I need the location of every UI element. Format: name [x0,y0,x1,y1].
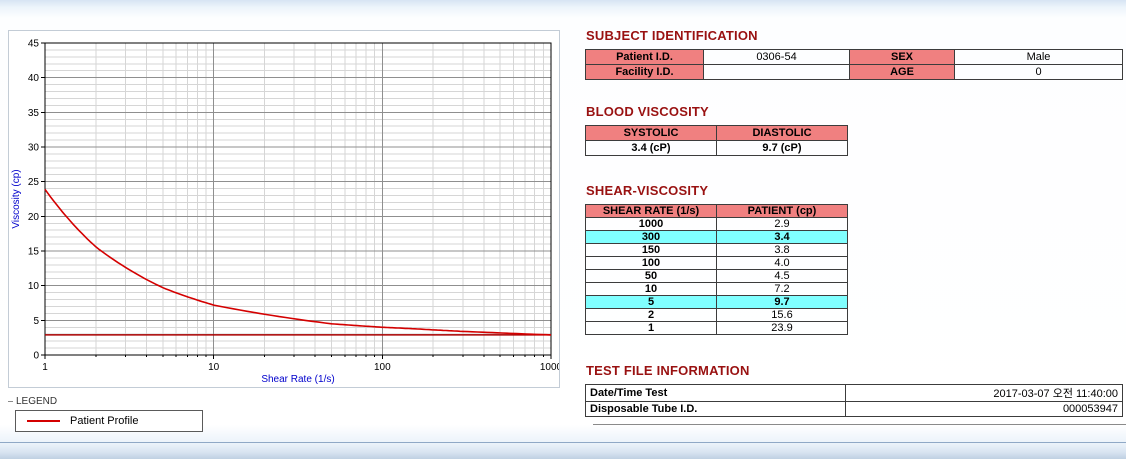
y-tick-label: 20 [28,212,40,223]
shear-rate-cell: 100 [585,256,717,270]
x-tick-label: 100 [374,362,391,373]
test-file-information-table: Date/Time Test 2017-03-07 오전 11:40:00 Di… [585,384,1123,417]
age-value: 0 [954,64,1123,80]
patient-profile-curve [44,188,552,336]
legend-box: Patient Profile [15,410,203,432]
diastolic-header: DIASTOLIC [716,125,848,141]
shear-rate-cell: 300 [585,230,717,244]
patient-cp-cell: 9.7 [716,295,848,309]
table-header-row: SHEAR RATE (1/s) PATIENT (cp) [585,204,848,218]
shear-rate-cell: 10 [585,282,717,296]
shear-table-row: 300 3.4 [585,230,848,244]
y-tick-label: 25 [28,177,40,188]
bottom-divider [0,442,1126,443]
shear-table-row: 2 15.6 [585,308,848,322]
shear-rate-cell: 1 [585,321,717,335]
legend-caption: LEGEND [8,396,1126,425]
y-tick-label: 35 [28,108,40,119]
x-axis-label: Shear Rate (1/s) [261,374,334,385]
systolic-header: SYSTOLIC [585,125,717,141]
sex-label: SEX [849,49,955,65]
y-axis-label: Viscosity (cp) [11,169,22,228]
shear-table-row: 5 9.7 [585,295,848,309]
legend-entry-label: Patient Profile [70,415,139,427]
y-tick-label: 45 [28,39,40,50]
shear-rate-header: SHEAR RATE (1/s) [585,204,717,218]
patient-cp-cell: 4.5 [716,269,848,283]
table-row: SYSTOLIC DIASTOLIC [585,125,848,141]
shear-rate-cell: 2 [585,308,717,322]
shear-viscosity-table: SHEAR RATE (1/s) PATIENT (cp) 1000 2.9 300… [585,204,848,335]
patient-cp-cell: 15.6 [716,308,848,322]
patient-cp-cell: 3.4 [716,230,848,244]
shear-rate-cell: 150 [585,243,717,257]
y-tick-label: 30 [28,143,40,154]
viscosity-chart-svg: 0 5 10 15 20 25 30 35 40 45 1 10 100 1000 Shear Rate (… [8,30,560,388]
section-title-shear-viscosity: SHEAR-VISCOSITY [586,183,709,198]
section-title-test-file-information: TEST FILE INFORMATION [586,363,750,378]
x-tick-label: 1 [42,362,48,373]
facility-id-label: Facility I.D. [585,64,704,80]
section-title-subject-identification: SUBJECT IDENTIFICATION [586,28,758,43]
plot-border [44,42,552,356]
shear-table-row: 100 4.0 [585,256,848,270]
x-tick-label: 10 [208,362,220,373]
shear-table-row: 1 23.9 [585,321,848,335]
patient-id-label: Patient I.D. [585,49,704,65]
y-tick-label: 5 [33,316,39,327]
shear-table-row: 1000 2.9 [585,217,848,231]
patient-cp-header: PATIENT (cp) [716,204,848,218]
legend-frame-line [8,401,13,402]
systolic-value: 3.4 (cP) [585,140,717,156]
shear-table-row: 50 4.5 [585,269,848,283]
patient-cp-cell: 23.9 [716,321,848,335]
legend-line-sample [27,420,60,422]
patient-id-value: 0306-54 [703,49,850,65]
table-row: Facility I.D. AGE 0 [585,64,1123,80]
shear-rate-cell: 5 [585,295,717,309]
shear-table-row: 10 7.2 [585,282,848,296]
patient-cp-cell: 7.2 [716,282,848,296]
date-time-test-value: 2017-03-07 오전 11:40:00 [845,384,1123,402]
patient-cp-cell: 2.9 [716,217,848,231]
y-tick-label: 0 [33,351,39,362]
age-label: AGE [849,64,955,80]
y-tick-label: 15 [28,247,40,258]
table-row: Disposable Tube I.D. 000053947 [585,401,1123,417]
x-tick-label: 1000 [540,362,560,373]
legend-frame-line [593,424,1126,425]
section-title-blood-viscosity: BLOOD VISCOSITY [586,104,709,119]
viscosity-chart-panel: 0 5 10 15 20 25 30 35 40 45 1 10 100 1000 Shear Rate (… [8,30,560,388]
table-row: 3.4 (cP) 9.7 (cP) [585,140,848,156]
table-row: Patient I.D. 0306-54 SEX Male [585,49,1123,65]
chart-legend: LEGEND Patient Profile [8,396,1126,432]
shear-rate-cell: 50 [585,269,717,283]
shear-table-body: 1000 2.9 300 3.4 150 3.8 100 4.0 50 4.5 10 7.2 5 9.7 2… [585,217,848,335]
disposable-tube-id-value: 000053947 [845,401,1123,417]
shear-table-row: 150 3.8 [585,243,848,257]
patient-cp-cell: 3.8 [716,243,848,257]
y-tick-label: 10 [28,281,40,292]
subject-identification-table: Patient I.D. 0306-54 SEX Male Facility I… [585,49,1123,80]
legend-title: LEGEND [16,396,58,407]
table-row: Date/Time Test 2017-03-07 오전 11:40:00 [585,384,1123,402]
blood-viscosity-table: SYSTOLIC DIASTOLIC 3.4 (cP) 9.7 (cP) [585,125,848,156]
report-panel: SUBJECT IDENTIFICATION Patient I.D. 0306… [585,28,1123,417]
y-tick-label: 40 [28,73,40,84]
patient-cp-cell: 4.0 [716,256,848,270]
disposable-tube-id-label: Disposable Tube I.D. [585,401,846,417]
facility-id-value [703,64,850,80]
sex-value: Male [954,49,1123,65]
shear-rate-cell: 1000 [585,217,717,231]
diastolic-value: 9.7 (cP) [716,140,848,156]
date-time-test-label: Date/Time Test [585,384,846,402]
